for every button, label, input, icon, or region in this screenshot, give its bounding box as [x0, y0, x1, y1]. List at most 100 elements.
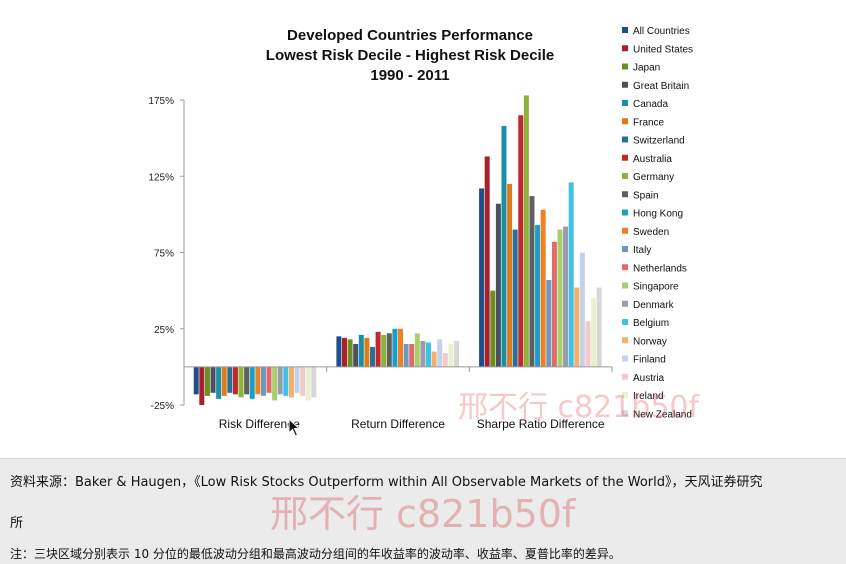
bar [448, 344, 454, 367]
bar [193, 366, 199, 395]
legend-label: France [633, 117, 665, 128]
source-text-continued: 所 [10, 516, 24, 531]
bar [442, 353, 448, 367]
legend-swatch [622, 209, 628, 216]
bar [551, 241, 557, 367]
bar [266, 366, 272, 393]
bar [540, 209, 546, 367]
legend-swatch [622, 246, 628, 252]
legend-label: Austria [633, 373, 665, 384]
bar [507, 183, 513, 367]
bar [454, 340, 459, 367]
legend-swatch [622, 373, 628, 380]
legend-swatch [622, 63, 628, 70]
legend-swatch [622, 173, 628, 179]
legend-label: Sweden [633, 227, 669, 238]
bar [479, 188, 485, 367]
legend-label: Spain [633, 190, 659, 201]
bar [518, 115, 524, 367]
bar [294, 366, 300, 393]
legend-swatch [622, 118, 628, 125]
x-category-label: Risk Difference [219, 417, 300, 431]
caption-panel: 资料来源：Baker & Haugen，《Low Risk Stocks Out… [0, 458, 846, 564]
bar [221, 366, 227, 396]
bar [574, 287, 580, 367]
legend-label: Great Britain [633, 81, 689, 92]
legend-swatch [622, 154, 628, 161]
legend-swatch [622, 319, 628, 325]
legend-swatch [622, 191, 628, 198]
bar [512, 229, 518, 367]
bar [375, 331, 381, 367]
legend-label: All Countries [633, 26, 690, 37]
bar [596, 287, 602, 367]
legend-label: Netherlands [633, 263, 687, 274]
bar [529, 196, 535, 367]
chart-title-line: Developed Countries Performance [287, 27, 533, 44]
bar [501, 125, 507, 367]
legend-label: Italy [633, 245, 651, 256]
bar [347, 339, 353, 367]
bar [484, 156, 490, 367]
bar [244, 366, 250, 395]
bar [364, 337, 370, 367]
bar [579, 252, 585, 367]
bar [311, 366, 317, 398]
legend-label: Norway [633, 336, 667, 347]
bar [204, 366, 210, 396]
legend-label: Switzerland [633, 136, 685, 147]
legend-label: Hong Kong [633, 209, 683, 220]
chart-title-line: 1990 - 2011 [370, 67, 449, 84]
bar [563, 226, 569, 367]
y-tick-label: -25% [151, 401, 174, 412]
bar [557, 229, 563, 367]
y-tick-label: 75% [154, 249, 174, 260]
mouse-cursor-icon [288, 418, 301, 437]
legend-label: Denmark [633, 300, 675, 311]
bar [288, 366, 294, 398]
bar [386, 333, 392, 367]
bar [381, 334, 387, 367]
y-tick-label: 125% [148, 172, 174, 183]
bar [523, 95, 529, 367]
x-category-label: Return Difference [351, 417, 445, 431]
bar [277, 366, 283, 395]
legend-swatch [622, 227, 628, 234]
bar [585, 321, 591, 367]
bar [437, 339, 443, 367]
legend-swatch [622, 300, 628, 307]
bar [227, 366, 233, 393]
chart-panel: Developed Countries Performance Lowest Ri… [148, 26, 694, 431]
bar [353, 344, 359, 367]
legend-swatch [622, 392, 628, 398]
bar [591, 298, 597, 367]
legend-label: Canada [633, 99, 668, 110]
note-text: 注：三块区域分别表示 10 分位的最低波动分组和最高波动分组间的年收益率的波动率… [10, 547, 621, 561]
legend-label: Germany [633, 172, 674, 183]
legend-swatch [622, 264, 628, 271]
bar [420, 340, 426, 367]
legend-label: Ireland [633, 391, 664, 402]
bar [283, 366, 289, 396]
bar [370, 347, 375, 367]
source-text: 资料来源：Baker & Haugen，《Low Risk Stocks Out… [10, 475, 763, 490]
bar [358, 334, 364, 367]
chart-title-line: Lowest Risk Decile - Highest Risk Decile [266, 47, 554, 64]
bar [409, 344, 415, 367]
legend-label: Belgium [633, 318, 669, 329]
legend-swatch [622, 27, 628, 33]
bar [216, 366, 222, 399]
legend-label: Japan [633, 63, 660, 74]
legend-swatch [622, 45, 628, 52]
bar [414, 333, 420, 367]
legend-swatch [622, 410, 628, 417]
legend-label: United States [633, 44, 693, 55]
y-tick-label: 25% [154, 325, 174, 336]
y-tick-label: 175% [148, 96, 174, 107]
bar [336, 336, 342, 367]
legend-swatch [622, 337, 628, 344]
legend-swatch [622, 136, 628, 143]
bar [490, 290, 496, 367]
legend-swatch [622, 355, 628, 362]
bar [255, 366, 261, 395]
